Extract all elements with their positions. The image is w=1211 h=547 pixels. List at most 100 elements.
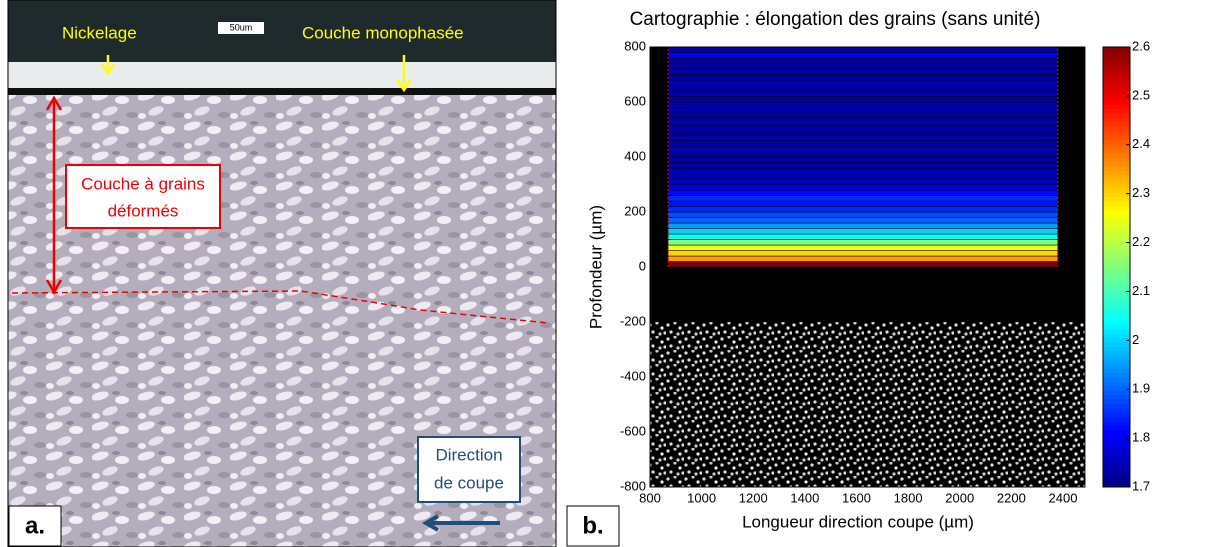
colorbar-cell: [1103, 152, 1130, 158]
colorbar-cell: [1103, 324, 1130, 330]
colorbar-cell: [1103, 126, 1130, 132]
colorbar-cell: [1103, 157, 1130, 162]
colorbar-cell: [1103, 214, 1130, 220]
colorbar-cell: [1103, 271, 1130, 277]
stripe: [667, 239, 1059, 246]
colorbar-cell: [1103, 51, 1130, 57]
grain-points: [650, 322, 1085, 487]
stripe: [667, 255, 1059, 262]
colorbar-cell: [1103, 315, 1130, 321]
colorbar-cell: [1103, 139, 1130, 145]
stripe: [667, 167, 1059, 174]
colorbar-cell: [1103, 394, 1130, 400]
annotation: Nickelage: [62, 23, 137, 42]
y-tick-label: 0: [639, 258, 646, 273]
annotation: de coupe: [434, 473, 504, 492]
stripe: [667, 206, 1059, 213]
stripe: [667, 118, 1059, 125]
colorbar-cell: [1103, 434, 1130, 440]
y-tick-label: -600: [620, 423, 646, 438]
stripe: [667, 107, 1059, 114]
colorbar-cell: [1103, 179, 1130, 184]
colorbar-cell: [1103, 429, 1130, 435]
panel-label-box: [566, 505, 620, 547]
colorbar-cell: [1103, 306, 1130, 312]
colorbar-cell: [1103, 104, 1130, 110]
colorbar-cell: [1103, 438, 1130, 444]
stripe: [667, 63, 1059, 70]
colorbar-cell: [1103, 69, 1130, 74]
colorbar-tick-label: 2: [1132, 332, 1139, 347]
y-tick-label: -200: [620, 313, 646, 328]
colorbar-cell: [1103, 275, 1130, 281]
x-tick-label: 1200: [739, 490, 768, 505]
colorbar-cell: [1103, 350, 1130, 356]
colorbar-tick-label: 2.3: [1132, 185, 1150, 200]
annotation-box: [417, 436, 521, 503]
stripe: [667, 74, 1059, 81]
colorbar-tick-label: 1.7: [1132, 478, 1150, 493]
x-tick-label: 2000: [945, 490, 974, 505]
colorbar-cell: [1103, 407, 1130, 413]
colorbar-cell: [1103, 478, 1130, 484]
colorbar-cell: [1103, 465, 1130, 470]
colorbar-cell: [1103, 201, 1130, 206]
colorbar-cell: [1103, 368, 1130, 374]
colorbar-cell: [1103, 403, 1130, 409]
y-tick-label: 400: [624, 148, 646, 163]
colorbar-cell: [1103, 328, 1130, 334]
colorbar-cell: [1103, 227, 1130, 233]
colorbar-cell: [1103, 91, 1130, 96]
stripe: [667, 129, 1059, 136]
x-axis-label: Longueur direction coupe (µm): [742, 512, 974, 531]
stripe: [667, 112, 1059, 119]
y-tick-label: 800: [624, 38, 646, 53]
stripe: [667, 244, 1059, 251]
stripe: [667, 151, 1059, 158]
colorbar-tick-label: 1.8: [1132, 430, 1150, 445]
colorbar-cell: [1103, 319, 1130, 325]
arrow: [422, 514, 500, 532]
colorbar-tick-label: 1.9: [1132, 381, 1150, 396]
colorbar-cell: [1103, 469, 1130, 475]
colorbar-cell: [1103, 337, 1130, 343]
stripe: [667, 173, 1059, 180]
stripe: [667, 145, 1059, 152]
annotation: Couche à grains: [81, 174, 205, 193]
colorbar-cell: [1103, 341, 1130, 347]
stripe: [667, 52, 1059, 59]
annotation: Couche monophasée: [302, 23, 464, 42]
colorbar-cell: [1103, 333, 1130, 338]
x-tick-label: 1800: [894, 490, 923, 505]
micrograph-panel: 50um Nickelage Couche monophasée Couche …: [7, 0, 557, 547]
colorbar-cell: [1103, 55, 1130, 61]
stripe: [667, 222, 1059, 229]
colorbar-cell: [1103, 183, 1130, 189]
colorbar-cell: [1103, 359, 1130, 365]
colorbar-cell: [1103, 258, 1130, 264]
colorbar-cell: [1103, 121, 1130, 127]
colorbar-tick-label: 2.5: [1132, 87, 1150, 102]
stripe: [667, 79, 1059, 86]
colorbar-cell: [1103, 174, 1130, 180]
y-tick-label: 600: [624, 93, 646, 108]
colorbar-tick-label: 2.1: [1132, 283, 1150, 298]
colorbar-cell: [1103, 451, 1130, 457]
boundary-line: [11, 290, 549, 324]
panel-label-box: [8, 505, 62, 547]
colorbar-cell: [1103, 240, 1130, 246]
panel-label: a.: [25, 512, 45, 539]
colorbar-cell: [1103, 412, 1130, 418]
colorbar-cell: [1103, 77, 1130, 83]
colorbar-cell: [1103, 218, 1130, 224]
stripe: [667, 195, 1059, 202]
stripe: [667, 90, 1059, 97]
colorbar-cell: [1103, 249, 1130, 255]
colorbar-cell: [1103, 236, 1130, 242]
colorbar-cell: [1103, 280, 1130, 286]
x-tick-label: 1600: [842, 490, 871, 505]
colorbar-cell: [1103, 293, 1130, 299]
stripe: [667, 211, 1059, 218]
colorbar-cell: [1103, 297, 1130, 303]
